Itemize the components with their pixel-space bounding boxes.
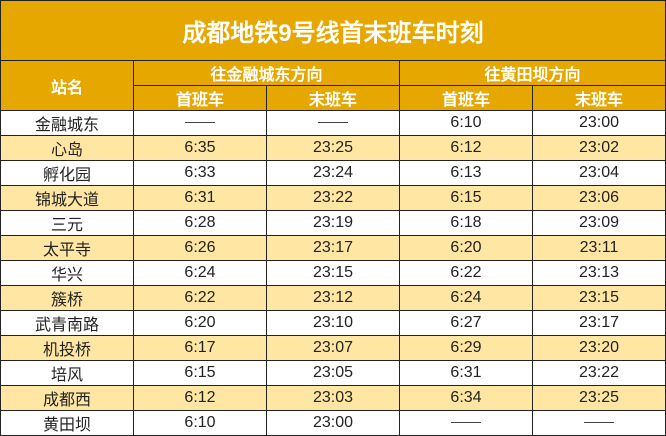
table-row: 黄田坝 6:10 23:00	[0, 410, 666, 436]
table-row: 金融城东 6:10 23:00	[0, 110, 666, 136]
cell-d1-first	[133, 110, 267, 136]
cell-d2-first	[399, 410, 533, 436]
no-service-dash	[185, 122, 215, 124]
table-row: 心岛 6:35 23:25 6:12 23:02	[0, 135, 666, 161]
cell-d1-last: 23:10	[266, 310, 400, 336]
table-row: 孵化园 6:33 23:24 6:13 23:04	[0, 160, 666, 186]
cell-d2-first: 6:20	[399, 235, 533, 261]
cell-d2-last: 23:02	[532, 135, 666, 161]
cell-d1-last: 23:22	[266, 185, 400, 211]
cell-d1-first: 6:20	[133, 310, 267, 336]
cell-d1-first: 6:33	[133, 160, 267, 186]
cell-station: 金融城东	[0, 110, 134, 136]
table-row: 华兴 6:24 23:15 6:22 23:13	[0, 260, 666, 286]
cell-d1-last: 23:12	[266, 285, 400, 311]
cell-d2-last	[532, 410, 666, 436]
cell-d2-first: 6:12	[399, 135, 533, 161]
cell-d2-last: 23:15	[532, 285, 666, 311]
cell-d2-first: 6:10	[399, 110, 533, 136]
cell-d2-last: 23:17	[532, 310, 666, 336]
cell-d2-last: 23:09	[532, 210, 666, 236]
table-row: 武青南路 6:20 23:10 6:27 23:17	[0, 310, 666, 336]
cell-d2-first: 6:13	[399, 160, 533, 186]
no-service-dash	[318, 122, 348, 124]
direction-2-header: 往黄田坝方向	[399, 60, 666, 86]
cell-station: 培风	[0, 360, 134, 386]
table-row: 锦城大道 6:31 23:22 6:15 23:06	[0, 185, 666, 211]
table-row: 太平寺 6:26 23:17 6:20 23:11	[0, 235, 666, 261]
d2-first-header: 首班车	[399, 85, 533, 111]
cell-d1-last: 23:15	[266, 260, 400, 286]
cell-station: 武青南路	[0, 310, 134, 336]
cell-d2-last: 23:11	[532, 235, 666, 261]
table-row: 机投桥 6:17 23:07 6:29 23:20	[0, 335, 666, 361]
table-title: 成都地铁9号线首末班车时刻	[0, 0, 666, 61]
cell-d1-first: 6:35	[133, 135, 267, 161]
cell-d2-first: 6:29	[399, 335, 533, 361]
cell-d1-first: 6:26	[133, 235, 267, 261]
cell-station: 华兴	[0, 260, 134, 286]
cell-d2-first: 6:34	[399, 385, 533, 411]
cell-d1-last: 23:00	[266, 410, 400, 436]
cell-d2-last: 23:13	[532, 260, 666, 286]
cell-d1-last: 23:07	[266, 335, 400, 361]
d2-last-header: 末班车	[532, 85, 666, 111]
cell-d2-first: 6:27	[399, 310, 533, 336]
cell-station: 心岛	[0, 135, 134, 161]
cell-station: 簇桥	[0, 285, 134, 311]
cell-d2-first: 6:31	[399, 360, 533, 386]
no-service-dash	[451, 422, 481, 424]
cell-d1-last: 23:19	[266, 210, 400, 236]
cell-d1-first: 6:12	[133, 385, 267, 411]
table-row: 簇桥 6:22 23:12 6:24 23:15	[0, 285, 666, 311]
cell-d2-last: 23:20	[532, 335, 666, 361]
table-row: 成都西 6:12 23:03 6:34 23:25	[0, 385, 666, 411]
cell-station: 太平寺	[0, 235, 134, 261]
cell-station: 三元	[0, 210, 134, 236]
d1-last-header: 末班车	[266, 85, 400, 111]
direction-1-header: 往金融城东方向	[133, 60, 400, 86]
cell-d2-first: 6:18	[399, 210, 533, 236]
cell-station: 黄田坝	[0, 410, 134, 436]
cell-d1-first: 6:10	[133, 410, 267, 436]
cell-station: 成都西	[0, 385, 134, 411]
cell-d1-last: 23:25	[266, 135, 400, 161]
cell-d1-first: 6:24	[133, 260, 267, 286]
table-row: 培风 6:15 23:05 6:31 23:22	[0, 360, 666, 386]
cell-d1-last: 23:03	[266, 385, 400, 411]
cell-d2-last: 23:25	[532, 385, 666, 411]
station-header: 站名	[0, 60, 134, 111]
d1-first-header: 首班车	[133, 85, 267, 111]
table-row: 三元 6:28 23:19 6:18 23:09	[0, 210, 666, 236]
cell-d2-first: 6:24	[399, 285, 533, 311]
cell-d1-last	[266, 110, 400, 136]
cell-d1-last: 23:17	[266, 235, 400, 261]
cell-d2-first: 6:15	[399, 185, 533, 211]
cell-d1-first: 6:28	[133, 210, 267, 236]
no-service-dash	[584, 422, 614, 424]
cell-d2-last: 23:22	[532, 360, 666, 386]
cell-d2-last: 23:04	[532, 160, 666, 186]
cell-d2-last: 23:00	[532, 110, 666, 136]
cell-d1-first: 6:31	[133, 185, 267, 211]
cell-d1-first: 6:22	[133, 285, 267, 311]
cell-d2-last: 23:06	[532, 185, 666, 211]
cell-d1-first: 6:15	[133, 360, 267, 386]
cell-d1-last: 23:05	[266, 360, 400, 386]
cell-station: 机投桥	[0, 335, 134, 361]
cell-d1-last: 23:24	[266, 160, 400, 186]
cell-station: 锦城大道	[0, 185, 134, 211]
cell-station: 孵化园	[0, 160, 134, 186]
cell-d2-first: 6:22	[399, 260, 533, 286]
cell-d1-first: 6:17	[133, 335, 267, 361]
